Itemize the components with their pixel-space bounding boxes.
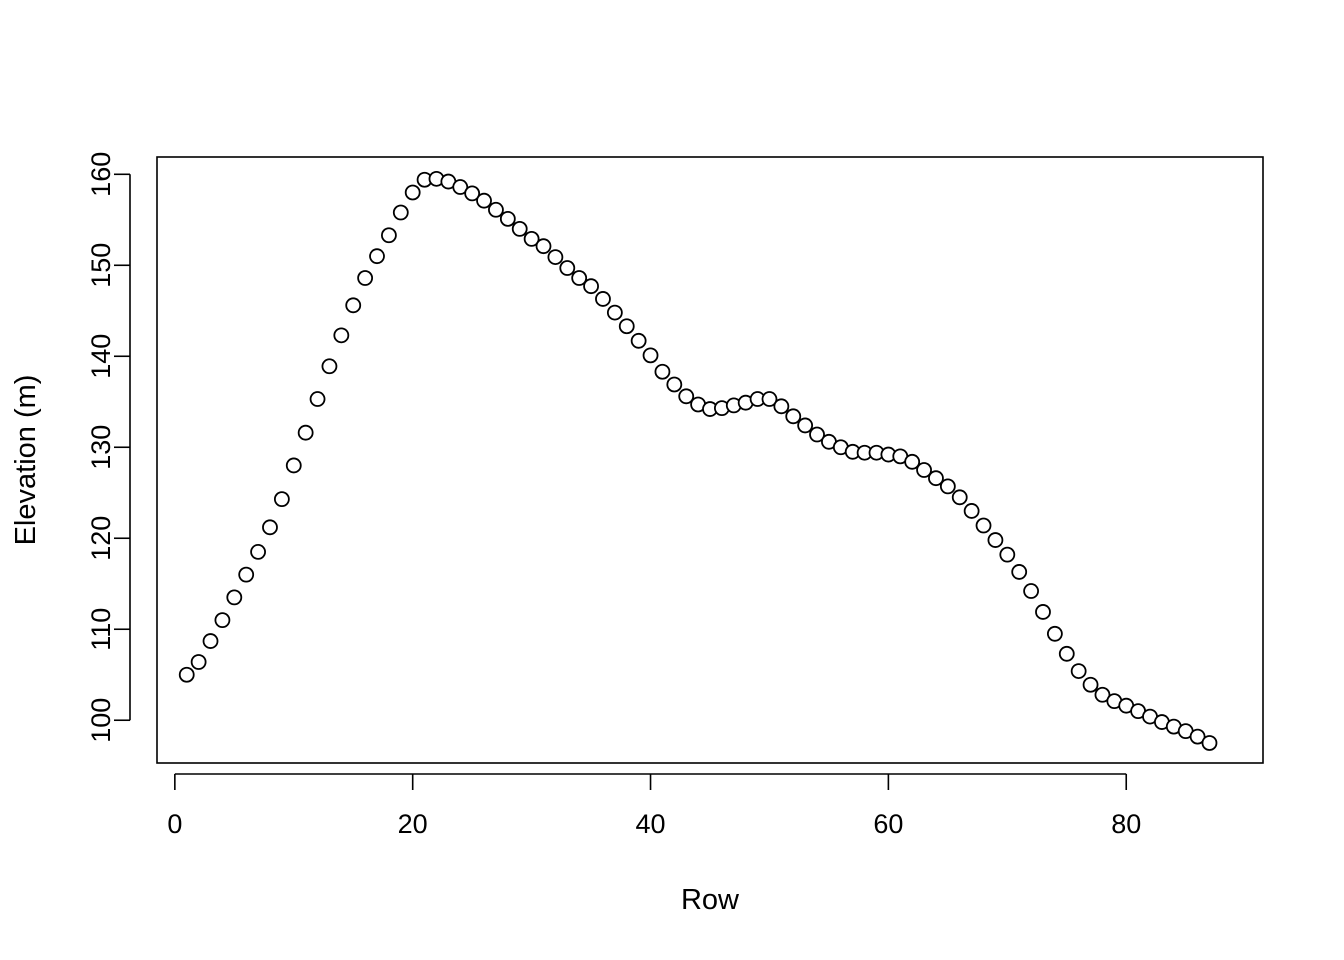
data-point xyxy=(666,376,683,393)
data-point xyxy=(238,566,255,583)
data-point xyxy=(333,327,350,344)
x-tick-label: 0 xyxy=(167,809,182,839)
data-point xyxy=(1094,686,1111,703)
plot-frame xyxy=(156,156,1264,764)
data-point xyxy=(1046,625,1063,642)
y-axis-title: Elevation (m) xyxy=(10,375,42,546)
y-tick-label: 160 xyxy=(86,152,116,197)
data-point xyxy=(464,185,481,202)
data-point xyxy=(975,517,992,534)
data-point xyxy=(297,424,314,441)
data-point xyxy=(678,388,695,405)
data-point xyxy=(1189,728,1206,745)
data-point xyxy=(571,270,588,286)
data-point xyxy=(392,204,409,221)
data-point xyxy=(214,612,231,629)
data-point xyxy=(951,489,968,506)
data-point xyxy=(499,210,516,227)
data-point xyxy=(939,478,956,495)
data-point xyxy=(262,519,278,536)
data-point xyxy=(987,532,1004,548)
data-point xyxy=(488,201,504,218)
data-point xyxy=(309,391,326,407)
x-tick-label: 40 xyxy=(636,809,666,839)
data-point xyxy=(190,654,207,670)
data-point xyxy=(1070,663,1087,679)
x-tick-label: 80 xyxy=(1111,809,1141,839)
data-point xyxy=(547,249,564,265)
data-point xyxy=(285,457,302,474)
data-point xyxy=(511,220,528,237)
data-point xyxy=(916,462,932,478)
x-axis-title: Row xyxy=(681,884,740,916)
data-point xyxy=(618,318,635,335)
data-points xyxy=(178,170,1218,751)
data-point xyxy=(357,270,374,286)
data-point xyxy=(785,408,802,425)
data-point xyxy=(773,398,790,415)
data-point xyxy=(797,417,814,434)
y-axis: 100 110 120 130 140 150 160 xyxy=(86,152,131,743)
data-point xyxy=(250,544,266,560)
x-axis: 0 20 40 60 80 xyxy=(167,773,1141,839)
data-point xyxy=(595,291,611,307)
data-point xyxy=(452,179,469,195)
data-point xyxy=(202,633,219,649)
data-point xyxy=(654,363,671,380)
data-point xyxy=(606,304,623,321)
data-point xyxy=(345,297,362,314)
y-tick-label: 150 xyxy=(86,243,116,288)
data-point xyxy=(178,666,195,683)
data-point xyxy=(1011,564,1028,580)
y-tick-label: 120 xyxy=(86,516,116,561)
data-point xyxy=(1023,583,1039,599)
data-point xyxy=(226,589,243,606)
data-point xyxy=(761,391,778,407)
data-point xyxy=(559,260,576,276)
data-point xyxy=(630,332,647,349)
data-point xyxy=(928,470,944,487)
data-point xyxy=(809,426,825,443)
data-point xyxy=(1058,645,1075,662)
x-tick-label: 20 xyxy=(398,809,428,839)
data-point xyxy=(476,192,492,209)
data-point xyxy=(321,358,338,375)
data-point xyxy=(999,546,1016,563)
y-tick-label: 110 xyxy=(86,608,116,651)
data-point xyxy=(369,248,385,265)
data-point xyxy=(963,503,980,519)
y-tick-label: 140 xyxy=(86,334,116,379)
data-point xyxy=(642,347,659,364)
data-point xyxy=(535,238,552,255)
data-point xyxy=(904,453,921,470)
data-point xyxy=(381,227,397,244)
x-tick-label: 60 xyxy=(873,809,903,839)
data-point xyxy=(1035,604,1051,620)
data-point xyxy=(1201,735,1218,751)
data-point xyxy=(273,491,290,508)
data-point xyxy=(1082,676,1099,693)
data-point xyxy=(404,184,421,201)
y-tick-label: 100 xyxy=(86,698,116,743)
y-tick-label: 130 xyxy=(86,425,116,470)
data-point xyxy=(583,278,599,295)
data-point xyxy=(523,230,540,247)
